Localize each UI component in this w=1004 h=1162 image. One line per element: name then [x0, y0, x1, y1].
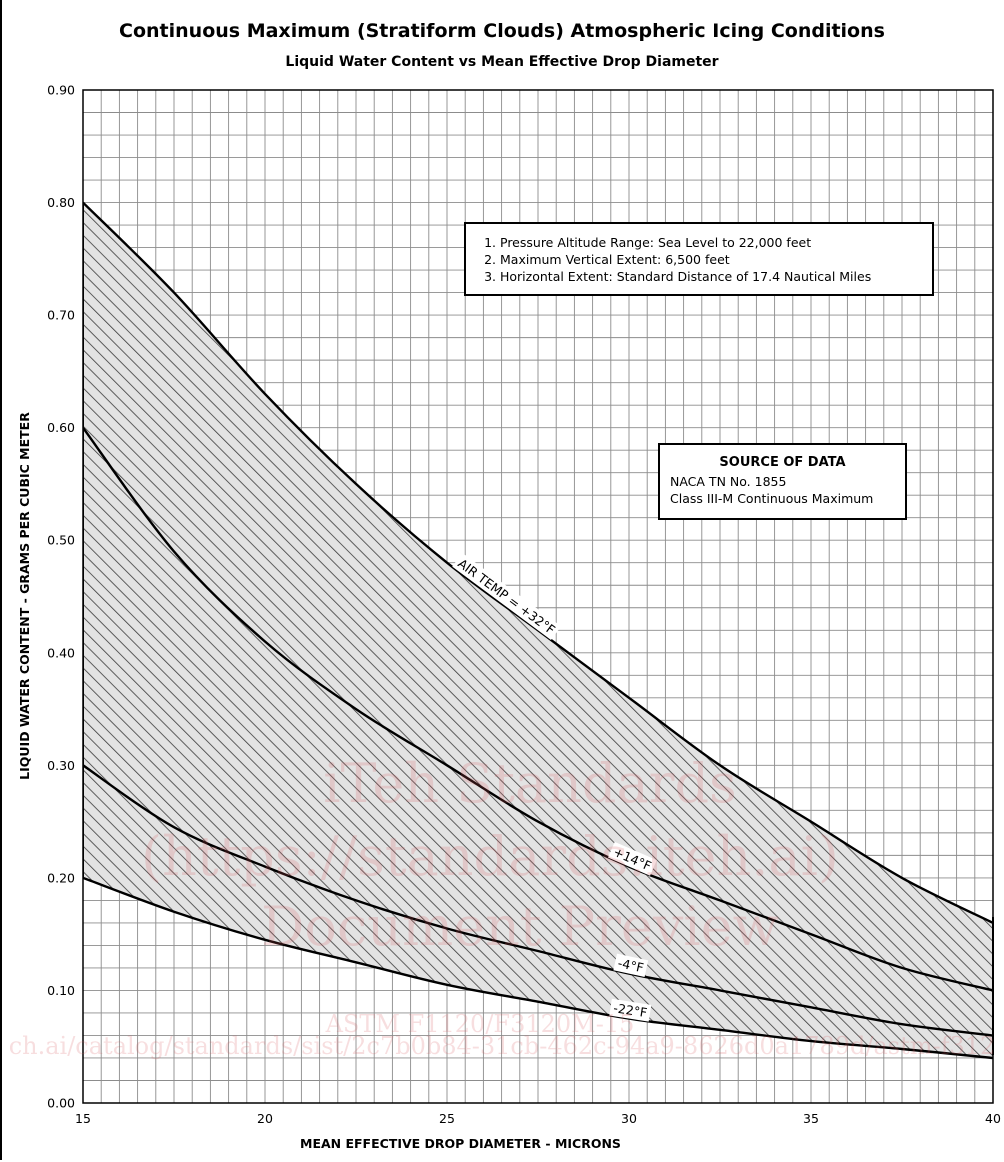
- y-tick-label: 0.60: [47, 420, 75, 435]
- y-axis-label: LIQUID WATER CONTENT - GRAMS PER CUBIC M…: [17, 412, 32, 780]
- y-tick-label: 0.10: [47, 983, 75, 998]
- x-tick-label: 30: [621, 1111, 637, 1126]
- curve-label: -4°F: [617, 955, 645, 975]
- axis-ticks: 0.00 0.10 0.20 0.30 0.40 0.50 0.60 0.70 0.80 0.90…: [47, 83, 1001, 1127]
- x-tick-label: 35: [803, 1111, 819, 1126]
- y-tick-label: 0.50: [47, 533, 75, 548]
- chart-subtitle: Liquid Water Content vs Mean Effective D…: [285, 54, 719, 70]
- curve-label-background: [609, 998, 652, 1022]
- series-line: [83, 426, 993, 992]
- source-line: Class III-M Continuous Maximum: [670, 491, 874, 506]
- curve-label: -22°F: [612, 1000, 648, 1020]
- source-line: NACA TN No. 1855: [670, 474, 787, 489]
- source-box: SOURCE OF DATA NACA TN No. 1855 Class II…: [658, 443, 907, 520]
- x-tick-label: 25: [439, 1111, 455, 1126]
- source-title: SOURCE OF DATA: [719, 455, 846, 470]
- curve-label-background: [607, 841, 657, 876]
- y-tick-label: 0.70: [47, 308, 75, 323]
- y-tick-label: 0.20: [47, 870, 75, 885]
- x-tick-label: 15: [75, 1111, 91, 1126]
- note-item: Pressure Altitude Range: Sea Level to 22…: [500, 234, 920, 251]
- y-tick-label: 0.90: [47, 83, 75, 98]
- y-tick-label: 0.40: [47, 645, 75, 660]
- x-tick-label: 40: [985, 1111, 1001, 1126]
- y-tick-label: 0.30: [47, 758, 75, 773]
- notes-list: Pressure Altitude Range: Sea Level to 22…: [478, 234, 920, 285]
- curve-label-background: [613, 953, 649, 977]
- curve-label-background: [452, 552, 562, 640]
- note-item: Maximum Vertical Extent: 6,500 feet: [500, 251, 920, 268]
- series-line: [83, 876, 993, 1060]
- curve-label-group: -4°F: [613, 953, 649, 977]
- y-tick-label: 0.00: [47, 1096, 75, 1111]
- notes-box: Pressure Altitude Range: Sea Level to 22…: [464, 222, 934, 296]
- curve-label-group: -22°F: [609, 998, 652, 1022]
- x-axis-label: MEAN EFFECTIVE DROP DIAMETER - MICRONS: [300, 1136, 621, 1151]
- chart-title: Continuous Maximum (Stratiform Clouds) A…: [119, 20, 885, 42]
- x-tick-label: 20: [257, 1111, 273, 1126]
- series-line: [83, 764, 993, 1037]
- note-item: Horizontal Extent: Standard Distance of …: [500, 268, 920, 285]
- y-tick-label: 0.80: [47, 195, 75, 210]
